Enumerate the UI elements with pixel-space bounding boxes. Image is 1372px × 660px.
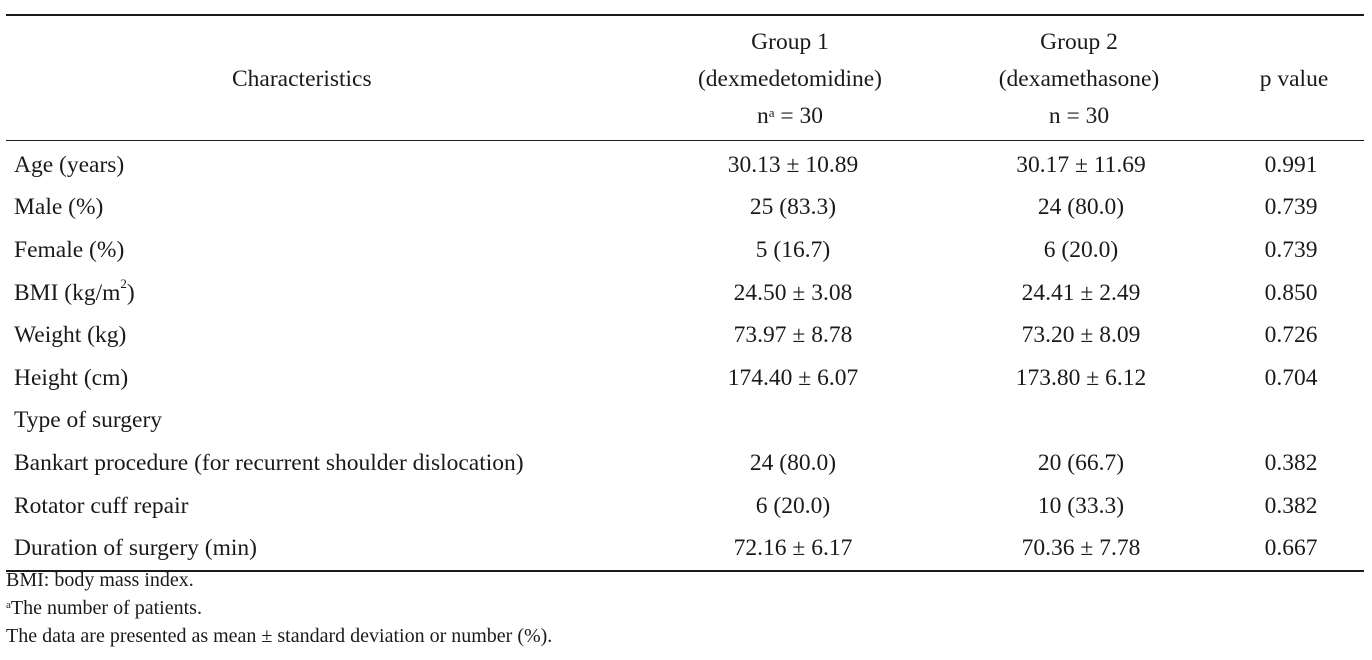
superscript-2: 2 (120, 275, 127, 291)
table-header: Characteristics Group 1 (dexmedetomidine… (6, 15, 1364, 141)
row-label: Duration of surgery (min) (14, 535, 257, 562)
group2-value: 173.80 ± 6.12 (1015, 364, 1147, 391)
p-value: 0.382 (1264, 449, 1318, 476)
group1-value: 24.50 ± 3.08 (733, 279, 853, 306)
group2-value: 24 (80.0) (1037, 194, 1125, 221)
p-value: 0.739 (1264, 194, 1318, 221)
group1-value: 73.97 ± 8.78 (733, 322, 853, 349)
header-group2: Group 2 (dexamethasone) n = 30 (934, 15, 1224, 141)
table-row: Female (%) 5 (16.7) 6 (20.0) 0.739 (6, 229, 1364, 272)
group2-value: 24.41 ± 2.49 (1021, 279, 1141, 306)
header-characteristics: Characteristics (232, 66, 372, 92)
footnote-a: aThe number of patients. (6, 597, 202, 619)
table-row: Weight (kg) 73.97 ± 8.78 73.20 ± 8.09 0.… (6, 314, 1364, 357)
characteristics-table-container: Characteristics Group 1 (dexmedetomidine… (6, 14, 1364, 572)
row-label: Type of surgery (14, 407, 163, 434)
p-value: 0.382 (1264, 492, 1318, 519)
header-p-value: p value (1259, 66, 1329, 92)
header-group1-drug: (dexmedetomidine) (697, 66, 883, 92)
group2-value: 30.17 ± 11.69 (1016, 151, 1146, 178)
row-label: Bankart procedure (for recurrent shoulde… (14, 449, 524, 476)
footnote-marker-a: a (768, 105, 775, 120)
row-label: Female (%) (14, 236, 125, 263)
group1-value: 72.16 ± 6.17 (733, 535, 853, 562)
p-value (1224, 400, 1364, 443)
group1-value: 24 (80.0) (749, 449, 837, 476)
group1-value: 174.40 ± 6.07 (727, 364, 859, 391)
table-row: Male (%) 25 (83.3) 24 (80.0) 0.739 (6, 187, 1364, 230)
table-row: Rotator cuff repair 6 (20.0) 10 (33.3) 0… (6, 485, 1364, 528)
header-group2-n: n = 30 (1048, 103, 1110, 129)
group2-value: 73.20 ± 8.09 (1021, 322, 1141, 349)
group2-value (934, 400, 1224, 443)
table-row: Bankart procedure (for recurrent shoulde… (6, 442, 1364, 485)
group2-value: 10 (33.3) (1037, 492, 1125, 519)
group2-value: 6 (20.0) (1043, 236, 1119, 263)
group1-value: 5 (16.7) (755, 236, 831, 263)
row-label: Weight (kg) (14, 322, 127, 349)
footnote-data-format: The data are presented as mean ± standar… (6, 625, 553, 647)
group1-value (646, 400, 934, 443)
table-row: Type of surgery (6, 400, 1364, 443)
header-group1-title: Group 1 (751, 29, 829, 55)
p-value: 0.704 (1264, 364, 1318, 391)
group2-value: 20 (66.7) (1037, 449, 1125, 476)
p-value: 0.667 (1264, 535, 1318, 562)
header-group2-title: Group 2 (1040, 29, 1118, 55)
p-value: 0.726 (1264, 322, 1318, 349)
row-label: Male (%) (14, 194, 104, 221)
p-value: 0.739 (1264, 236, 1318, 263)
table-body: Age (years) 30.13 ± 10.89 30.17 ± 11.69 … (6, 141, 1364, 571)
row-label: Age (years) (14, 151, 125, 178)
table-row: Age (years) 30.13 ± 10.89 30.17 ± 11.69 … (6, 141, 1364, 187)
header-group2-drug: (dexamethasone) (998, 66, 1160, 92)
table-row: BMI (kg/m2) 24.50 ± 3.08 24.41 ± 2.49 0.… (6, 272, 1364, 315)
p-value: 0.850 (1264, 279, 1318, 306)
group1-value: 25 (83.3) (749, 194, 837, 221)
header-group1-n: na = 30 (756, 103, 824, 129)
p-value: 0.991 (1264, 151, 1318, 178)
group1-value: 6 (20.0) (755, 492, 831, 519)
table-row: Duration of surgery (min) 72.16 ± 6.17 7… (6, 527, 1364, 571)
row-label: Height (cm) (14, 364, 129, 391)
group2-value: 70.36 ± 7.78 (1021, 535, 1141, 562)
characteristics-table: Characteristics Group 1 (dexmedetomidine… (6, 14, 1364, 572)
footnote-a-marker: a (6, 599, 11, 611)
row-label: BMI (kg/m2) (14, 275, 135, 306)
header-group1: Group 1 (dexmedetomidine) na = 30 (646, 15, 934, 141)
table-footnotes: BMI: body mass index. aThe number of pat… (6, 566, 552, 650)
row-label: Rotator cuff repair (14, 492, 189, 519)
table-row: Height (cm) 174.40 ± 6.07 173.80 ± 6.12 … (6, 357, 1364, 400)
header-row: Characteristics Group 1 (dexmedetomidine… (6, 15, 1364, 141)
footnote-bmi: BMI: body mass index. (6, 569, 194, 591)
group1-value: 30.13 ± 10.89 (727, 151, 859, 178)
